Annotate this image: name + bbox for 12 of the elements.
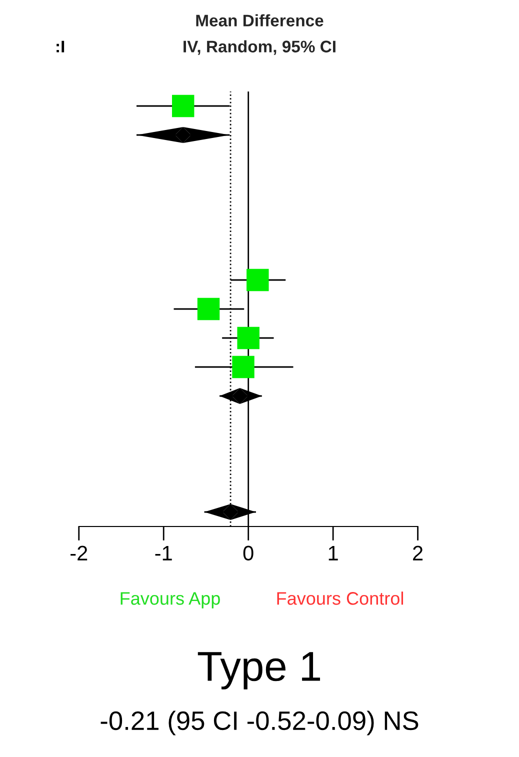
text: Favours Control <box>277 592 404 605</box>
chart-title: Mean Difference <box>196 14 324 26</box>
text: :I <box>56 40 64 52</box>
text: Type 1 <box>198 652 320 690</box>
x-tick-label: -2 <box>70 546 88 560</box>
x-tick-label: -1 <box>155 546 172 560</box>
text: -0.21 (95 CI -0.52-0.09) NS <box>100 710 418 736</box>
chart-subtitle: IV, Random, 95% CI <box>184 40 336 55</box>
x-tick-label: 1 <box>328 546 338 560</box>
x-tick-label: 2 <box>413 546 423 560</box>
x-tick-label: 0 <box>243 546 254 561</box>
text: Favours App <box>120 592 220 608</box>
